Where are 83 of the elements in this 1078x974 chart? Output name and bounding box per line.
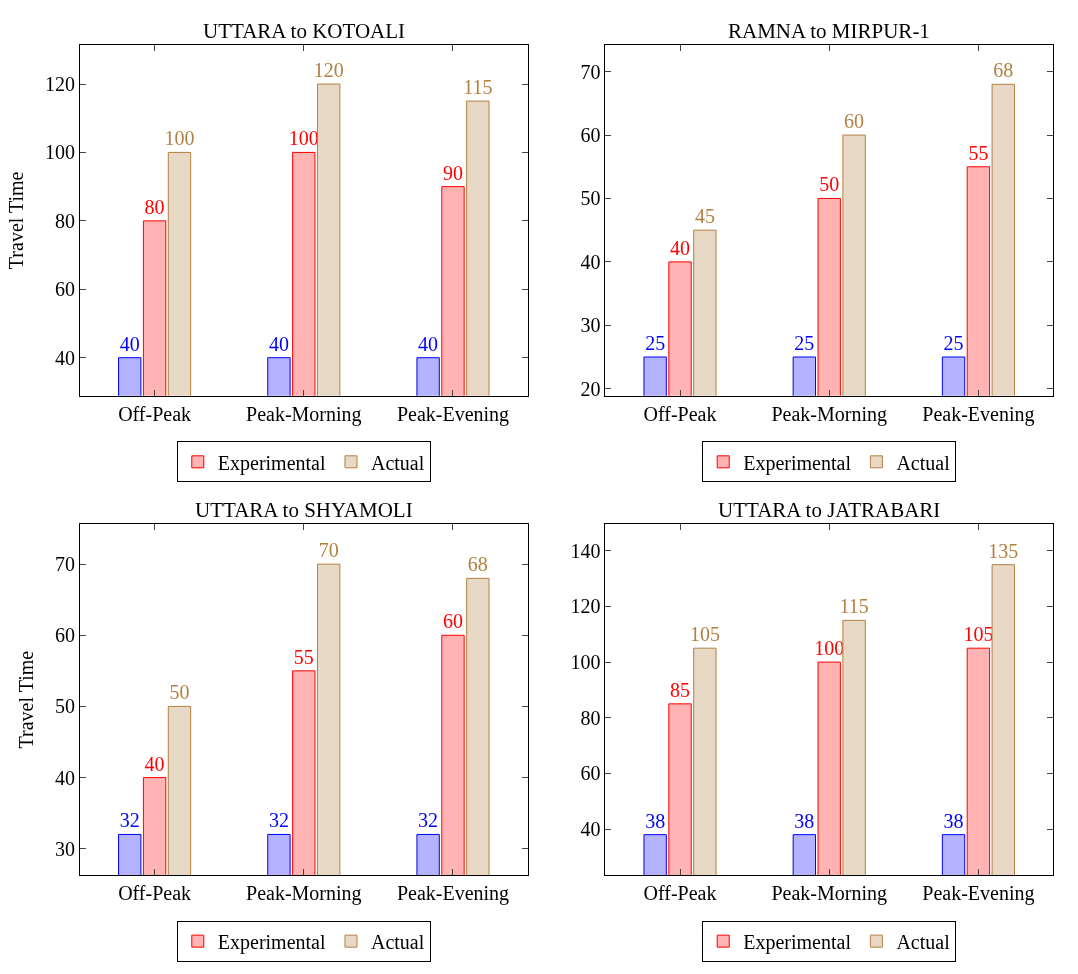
data-label: 32 — [119, 809, 140, 832]
data-label: 105 — [689, 623, 720, 646]
x-tick-label: Off-Peak — [643, 402, 717, 425]
y-tick-label: 120 — [570, 595, 601, 618]
data-label: 25 — [645, 331, 666, 354]
chart-title: UTTARA to SHYAMOLI — [195, 498, 413, 522]
data-label: 55 — [293, 645, 314, 668]
data-label: 25 — [794, 331, 815, 354]
data-label: 38 — [943, 809, 964, 832]
y-tick-label: 40 — [55, 766, 75, 789]
y-axis-title: Travel Time — [5, 171, 28, 270]
data-label: 105 — [963, 623, 994, 646]
chart-title: RAMNA to MIRPUR-1 — [728, 19, 930, 43]
data-label: 38 — [645, 809, 666, 832]
y-tick-label: 70 — [580, 60, 601, 83]
legend-label: Experimental — [217, 451, 326, 475]
y-tick-label: 80 — [55, 209, 75, 232]
y-tick-label: 140 — [570, 539, 601, 562]
legend-label: Actual — [370, 451, 425, 474]
x-tick-label: Peak-Morning — [246, 402, 362, 426]
x-tick-label: Off-Peak — [118, 402, 192, 425]
data-label: 38 — [794, 809, 815, 832]
legend-label: Actual — [370, 930, 425, 953]
x-tick-label: Peak-Morning — [771, 882, 887, 905]
y-tick-label: 50 — [55, 695, 75, 718]
y-tick-label: 120 — [45, 73, 75, 95]
y-tick-label: 80 — [580, 706, 601, 729]
data-label: 60 — [442, 610, 463, 633]
legend-label: Actual — [896, 451, 951, 474]
data-label: 70 — [318, 539, 339, 562]
y-tick-label: 60 — [580, 762, 601, 785]
data-label: 60 — [844, 110, 865, 133]
data-label: 135 — [988, 539, 1019, 562]
x-tick-label: Peak-Evening — [396, 402, 510, 426]
y-tick-label: 60 — [55, 624, 75, 647]
y-tick-label: 30 — [55, 837, 75, 860]
data-label: 25 — [943, 331, 964, 354]
y-axis-title: Travel Time — [15, 650, 38, 749]
y-tick-label: 20 — [580, 377, 601, 400]
data-label: 115 — [463, 76, 493, 99]
data-label: 40 — [268, 332, 289, 355]
y-tick-label: 40 — [55, 346, 75, 369]
chart-title: UTTARA to JATRABARI — [718, 498, 941, 522]
legend-label: Experimental — [743, 930, 852, 954]
legend-label: Experimental — [743, 451, 852, 475]
data-label: 120 — [313, 59, 344, 81]
x-tick-label: Peak-Evening — [396, 882, 510, 905]
data-label: 32 — [268, 809, 289, 832]
data-label: 100 — [164, 127, 195, 150]
legend-label: Actual — [896, 930, 951, 953]
y-tick-label: 100 — [45, 141, 75, 164]
y-tick-label: 40 — [580, 818, 601, 841]
data-label: 115 — [839, 595, 869, 618]
data-label: 40 — [144, 752, 165, 775]
y-tick-label: 70 — [55, 553, 75, 576]
data-label: 45 — [694, 205, 715, 228]
chart-title: UTTARA to KOTOALI — [203, 19, 406, 43]
data-label: 50 — [819, 173, 840, 196]
data-label: 85 — [670, 678, 691, 701]
y-tick-label: 60 — [55, 278, 75, 301]
x-tick-label: Peak-Morning — [246, 882, 362, 905]
data-label: 40 — [670, 236, 691, 259]
data-label: 90 — [442, 161, 463, 184]
data-label: 68 — [467, 553, 488, 576]
y-tick-label: 100 — [570, 651, 601, 674]
y-tick-label: 50 — [580, 187, 601, 210]
data-label: 32 — [418, 809, 439, 832]
data-label: 68 — [993, 59, 1014, 82]
y-tick-label: 30 — [580, 314, 601, 337]
data-label: 40 — [119, 332, 140, 355]
x-tick-label: Peak-Evening — [922, 402, 1035, 426]
x-tick-label: Off-Peak — [643, 882, 717, 904]
legend-label: Experimental — [217, 930, 326, 954]
data-label: 100 — [814, 637, 845, 660]
x-tick-label: Peak-Evening — [922, 882, 1035, 905]
y-tick-label: 40 — [580, 250, 601, 273]
data-label: 55 — [968, 141, 989, 164]
x-tick-label: Off-Peak — [118, 882, 192, 904]
data-label: 40 — [418, 332, 439, 355]
x-tick-label: Peak-Morning — [771, 402, 887, 426]
data-label: 50 — [169, 681, 190, 704]
y-tick-label: 60 — [580, 124, 601, 147]
data-label: 80 — [144, 195, 165, 218]
